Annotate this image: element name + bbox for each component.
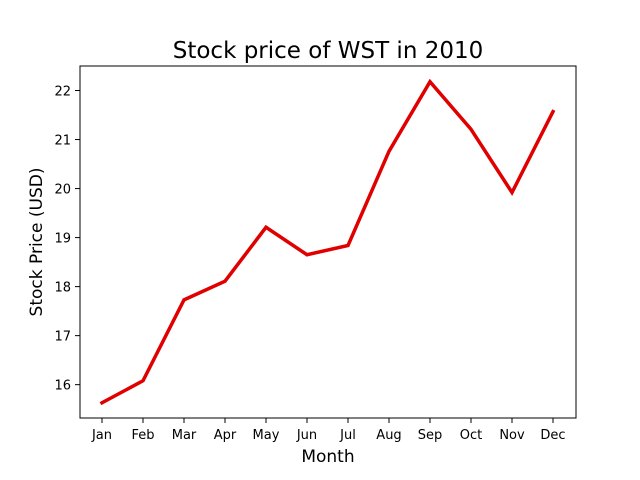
- data-point: [100, 401, 104, 405]
- x-axis: Jan Feb Mar Apr May Jun Jul Aug Sep Oct Nov Dec: [91, 418, 566, 443]
- x-tick-label: Jun: [296, 428, 317, 443]
- y-tick-label: 16: [54, 379, 71, 394]
- data-point: [551, 110, 555, 114]
- data-point: [141, 379, 145, 383]
- data-point: [469, 127, 473, 131]
- data-point: [305, 253, 309, 257]
- y-tick-label: 19: [54, 232, 71, 247]
- y-axis: 16 17 18 19 20 21 22: [54, 85, 80, 394]
- series-line: [99, 78, 556, 406]
- x-tick-label: Aug: [376, 428, 401, 443]
- x-tick-label: Feb: [131, 428, 154, 443]
- y-tick-label: 18: [54, 281, 71, 296]
- y-axis-label: Stock Price (USD): [27, 168, 47, 317]
- x-tick-label: Dec: [540, 428, 565, 443]
- x-axis-label: Month: [301, 447, 354, 467]
- y-tick-label: 20: [54, 183, 71, 198]
- x-tick-label: Apr: [214, 428, 237, 443]
- y-tick-label: 22: [54, 85, 71, 100]
- data-point: [182, 298, 186, 302]
- data-point: [264, 225, 268, 229]
- y-tick-label: 17: [54, 330, 71, 345]
- data-point: [428, 80, 432, 84]
- plot-area: [99, 78, 556, 406]
- x-tick-label: Sep: [418, 428, 443, 443]
- data-point: [387, 149, 391, 153]
- data-point: [346, 243, 350, 247]
- y-tick-label: 21: [54, 134, 71, 149]
- x-tick-label: Mar: [172, 428, 197, 443]
- x-tick-label: Oct: [460, 428, 482, 443]
- data-point: [510, 190, 514, 194]
- x-tick-label: Jan: [91, 428, 112, 443]
- data-point: [223, 279, 227, 283]
- x-tick-label: Nov: [499, 428, 525, 443]
- x-tick-label: May: [253, 428, 280, 443]
- x-tick-label: Jul: [339, 428, 356, 443]
- axes-frame: [79, 65, 577, 419]
- chart-title: Stock price of WST in 2010: [173, 38, 484, 64]
